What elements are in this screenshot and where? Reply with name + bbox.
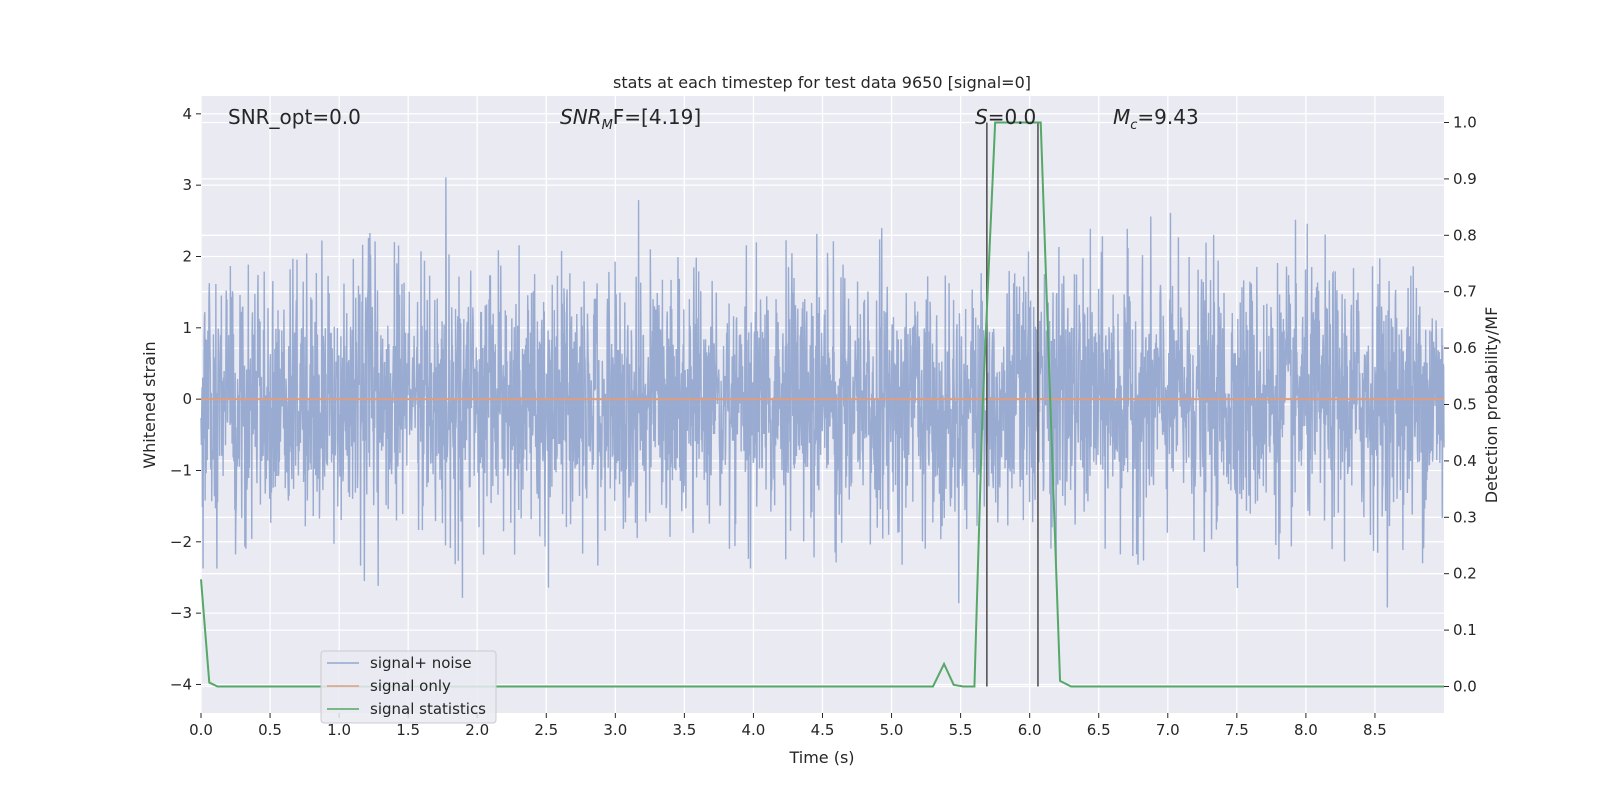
- x-tick-label: 1.0: [327, 721, 351, 739]
- annotation-mc: Mc=9.43: [1113, 105, 1199, 133]
- y-right-tick-label: 0.6: [1453, 339, 1477, 357]
- x-tick-label: 3.0: [603, 721, 627, 739]
- x-tick-label: 8.0: [1294, 721, 1318, 739]
- y-right-tick-label: 0.1: [1453, 621, 1477, 639]
- x-tick-label: 6.5: [1087, 721, 1111, 739]
- legend-label-statistics: signal statistics: [370, 700, 486, 718]
- y-left-tick-label: −3: [170, 604, 192, 622]
- y-left-tick-label: 2: [182, 247, 192, 265]
- y-axis-label-left: Whitened strain: [140, 341, 159, 468]
- y-left-tick-label: −1: [170, 461, 192, 479]
- x-tick-label: 1.5: [396, 721, 420, 739]
- x-tick-label: 2.0: [465, 721, 489, 739]
- y-right-tick-label: 0.0: [1453, 677, 1477, 695]
- y-right-tick-label: 0.3: [1453, 508, 1477, 526]
- y-right-tick-label: 0.9: [1453, 170, 1477, 188]
- annotation-mc-value: =9.43: [1137, 105, 1198, 129]
- y-right-tick-label: 0.2: [1453, 565, 1477, 583]
- x-tick-label: 7.5: [1225, 721, 1249, 739]
- x-tick-label: 5.5: [949, 721, 973, 739]
- annotation-snr-opt: SNR_opt=0.0: [228, 105, 361, 129]
- x-tick-label: 7.0: [1156, 721, 1180, 739]
- x-tick-label: 0.0: [189, 721, 213, 739]
- x-tick-label: 6.0: [1018, 721, 1042, 739]
- y-left-tick-label: −2: [170, 533, 192, 551]
- annotation-snr-mf-subscript: M: [602, 118, 613, 133]
- y-left-tick-label: 3: [182, 176, 192, 194]
- legend-label-noise: signal+ noise: [370, 654, 472, 672]
- y-right-tick-label: 1.0: [1453, 114, 1477, 132]
- y-left-tick-label: 4: [182, 105, 192, 123]
- legend: signal+ noise signal only signal statist…: [320, 650, 497, 724]
- y-right-tick-label: 0.4: [1453, 452, 1477, 470]
- y-left-tick-label: −4: [170, 675, 192, 693]
- annotation-mc-symbol: M: [1113, 105, 1130, 129]
- x-tick-label: 8.5: [1363, 721, 1387, 739]
- chart-title: stats at each timestep for test data 965…: [613, 73, 1031, 92]
- series-line-signal-noise: [200, 177, 1445, 608]
- x-tick-label: 5.0: [880, 721, 904, 739]
- x-tick-label: 2.5: [534, 721, 558, 739]
- tick-layer: 0.0 0.5 1.0 1.5 2.0 2.5 3.0 3.5 4.0 4.5 5.0 5.5 6.0 6…: [170, 105, 1477, 739]
- x-tick-label: 4.5: [811, 721, 835, 739]
- vline-layer: [986, 122, 1039, 687]
- annotation-mc-subscript: c: [1130, 118, 1137, 133]
- y-right-tick-label: 0.8: [1453, 226, 1477, 244]
- annotation-s: S=0.0: [975, 105, 1036, 129]
- annotation-s-value: =0.0: [988, 105, 1037, 129]
- annotation-s-symbol: S: [975, 105, 988, 129]
- x-axis-label: Time (s): [788, 748, 854, 767]
- y-left-tick-label: 1: [182, 319, 192, 337]
- y-axis-label-right: Detection probability/MF: [1482, 307, 1501, 504]
- legend-label-signal: signal only: [370, 677, 451, 695]
- x-tick-label: 0.5: [258, 721, 282, 739]
- noise-layer: [200, 177, 1445, 608]
- y-right-tick-label: 0.5: [1453, 396, 1477, 414]
- annotation-snr-mf: SNRMF=[4.19]: [560, 105, 701, 133]
- legend-box: [320, 650, 497, 724]
- x-tick-label: 3.5: [672, 721, 696, 739]
- annotation-snr-mf-symbol: SNR: [560, 105, 602, 129]
- annotation-snr-mf-value: F=[4.19]: [613, 105, 701, 129]
- x-tick-label: 4.0: [742, 721, 766, 739]
- y-left-tick-label: 0: [182, 390, 192, 408]
- y-right-tick-label: 0.7: [1453, 283, 1477, 301]
